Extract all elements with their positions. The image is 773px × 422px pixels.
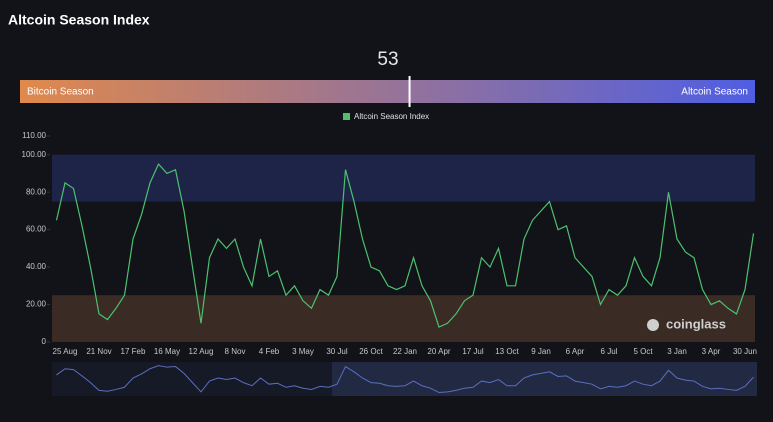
x-tick-label: 5 Oct — [633, 347, 653, 356]
x-tick-label: 22 Jan — [393, 347, 417, 356]
navigator-window[interactable] — [332, 362, 757, 396]
x-tick-label: 3 Jan — [667, 347, 687, 356]
legend-label: Altcoin Season Index — [354, 112, 429, 121]
x-tick-label: 4 Feb — [259, 347, 280, 356]
x-tick-label: 20 Apr — [427, 347, 450, 356]
y-tick-label: 110.00 — [22, 131, 46, 140]
watermark: coinglass — [666, 316, 726, 331]
watermark-logo — [647, 319, 659, 331]
x-tick-label: 6 Jul — [601, 347, 618, 356]
y-tick-label: 60.00 — [26, 225, 47, 234]
gauge-value: 53 — [377, 49, 398, 70]
y-tick-label: 0 — [42, 337, 47, 346]
x-tick-label: 17 Jul — [462, 347, 484, 356]
x-tick-label: 30 Jul — [326, 347, 348, 356]
x-tick-label: 9 Jan — [531, 347, 551, 356]
x-tick-label: 3 Apr — [702, 347, 721, 356]
series-line — [55, 163, 755, 328]
x-tick-label: 21 Nov — [86, 347, 111, 356]
x-tick-label: 6 Apr — [566, 347, 585, 356]
gauge-left-label: Bitcoin Season — [27, 87, 94, 98]
x-tick-label: 12 Aug — [189, 347, 214, 356]
band — [52, 295, 755, 342]
x-tick-label: 13 Oct — [495, 347, 519, 356]
x-tick-label: 26 Oct — [359, 347, 383, 356]
band — [52, 154, 755, 202]
x-tick-label: 16 May — [154, 347, 180, 356]
y-tick-label: 20.00 — [26, 300, 47, 309]
y-tick-label: 80.00 — [26, 187, 47, 196]
x-tick-label: 30 Jun — [733, 347, 757, 356]
x-tick-label: 8 Nov — [225, 347, 246, 356]
y-tick-label: 100.00 — [22, 150, 47, 159]
gauge-bar — [20, 80, 755, 103]
x-tick-label: 17 Feb — [121, 347, 146, 356]
x-tick-label: 3 May — [292, 347, 314, 356]
navigator-line — [56, 365, 754, 394]
x-tick-label: 25 Aug — [53, 347, 78, 356]
gauge-right-label: Altcoin Season — [681, 87, 748, 98]
title: Altcoin Season Index — [8, 12, 150, 28]
y-tick-label: 40.00 — [26, 262, 47, 271]
legend-swatch — [343, 113, 350, 120]
